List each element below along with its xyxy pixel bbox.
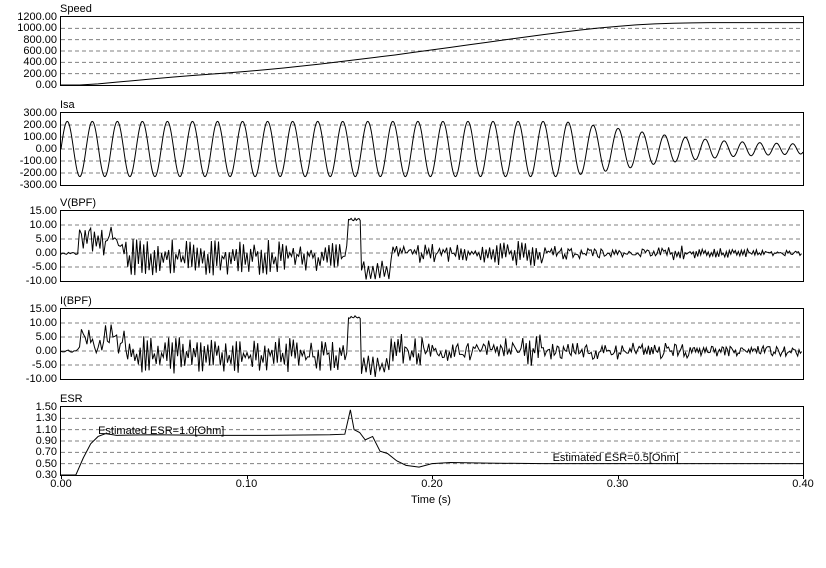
annotation-esr-2: Estimated ESR=0.5[Ohm]: [553, 452, 679, 464]
y-tick-label: 0.50: [36, 458, 61, 470]
plot-vbpf: -10.00-5.000.005.0010.0015.00: [60, 210, 804, 282]
x-tick-label: 0.20: [421, 475, 442, 490]
trace-ibpf: [61, 309, 803, 379]
y-tick-label: 5.00: [36, 233, 61, 245]
y-tick-label: 0.00: [36, 247, 61, 259]
plot-isa: -300.00-200.00-100.000.00100.00200.00300…: [60, 112, 804, 186]
annotation-esr-1: Estimated ESR=1.0[Ohm]: [98, 425, 224, 437]
y-tick-label: -5.00: [32, 261, 61, 273]
y-tick-label: 600.00: [23, 45, 61, 57]
y-tick-label: 10.00: [29, 219, 61, 231]
y-tick-label: 800.00: [23, 34, 61, 46]
trace-esr: [61, 407, 803, 475]
y-tick-label: -300.00: [20, 179, 61, 191]
y-tick-label: -10.00: [26, 373, 61, 385]
y-tick-label: 1.10: [36, 424, 61, 436]
plot-speed: 0.00200.00400.00600.00800.001000.001200.…: [60, 16, 804, 86]
panel-title-isa: Isa: [60, 99, 75, 111]
panel-title-esr: ESR: [60, 393, 83, 405]
y-tick-label: 1000.00: [17, 22, 61, 34]
y-tick-label: 0.00: [36, 143, 61, 155]
y-tick-label: 1.30: [36, 412, 61, 424]
y-tick-label: 5.00: [36, 331, 61, 343]
y-tick-label: 15.00: [29, 205, 61, 217]
y-tick-label: -5.00: [32, 359, 61, 371]
plot-ibpf: -10.00-5.000.005.0010.0015.00: [60, 308, 804, 380]
x-tick-label: 0.00: [50, 475, 71, 490]
trace-speed: [61, 17, 803, 85]
y-tick-label: 0.70: [36, 446, 61, 458]
y-tick-label: 200.00: [23, 119, 61, 131]
y-tick-label: 200.00: [23, 68, 61, 80]
x-axis-label: Time (s): [60, 494, 802, 506]
y-tick-label: 15.00: [29, 303, 61, 315]
plot-esr: Estimated ESR=1.0[Ohm] Estimated ESR=0.5…: [60, 406, 804, 476]
y-tick-label: 1200.00: [17, 11, 61, 23]
x-tick-label: 0.30: [607, 475, 628, 490]
y-tick-label: 0.00: [36, 79, 61, 91]
figure: Speed Isa V(BPF) I(BPF) ESR 0.00200.0040…: [0, 0, 826, 568]
panel-title-ibpf: I(BPF): [60, 295, 92, 307]
y-tick-label: 400.00: [23, 56, 61, 68]
panel-title-speed: Speed: [60, 3, 92, 15]
x-tick-label: 0.10: [236, 475, 257, 490]
x-tick-label: 0.40: [792, 475, 813, 490]
y-tick-label: -100.00: [20, 155, 61, 167]
y-tick-label: 1.50: [36, 401, 61, 413]
y-tick-label: 10.00: [29, 317, 61, 329]
y-tick-label: -200.00: [20, 167, 61, 179]
y-tick-label: -10.00: [26, 275, 61, 287]
y-tick-label: 0.00: [36, 345, 61, 357]
trace-vbpf: [61, 211, 803, 281]
trace-isa: [61, 113, 803, 185]
y-tick-label: 100.00: [23, 131, 61, 143]
panel-title-vbpf: V(BPF): [60, 197, 96, 209]
y-tick-label: 0.90: [36, 435, 61, 447]
y-tick-label: 300.00: [23, 107, 61, 119]
